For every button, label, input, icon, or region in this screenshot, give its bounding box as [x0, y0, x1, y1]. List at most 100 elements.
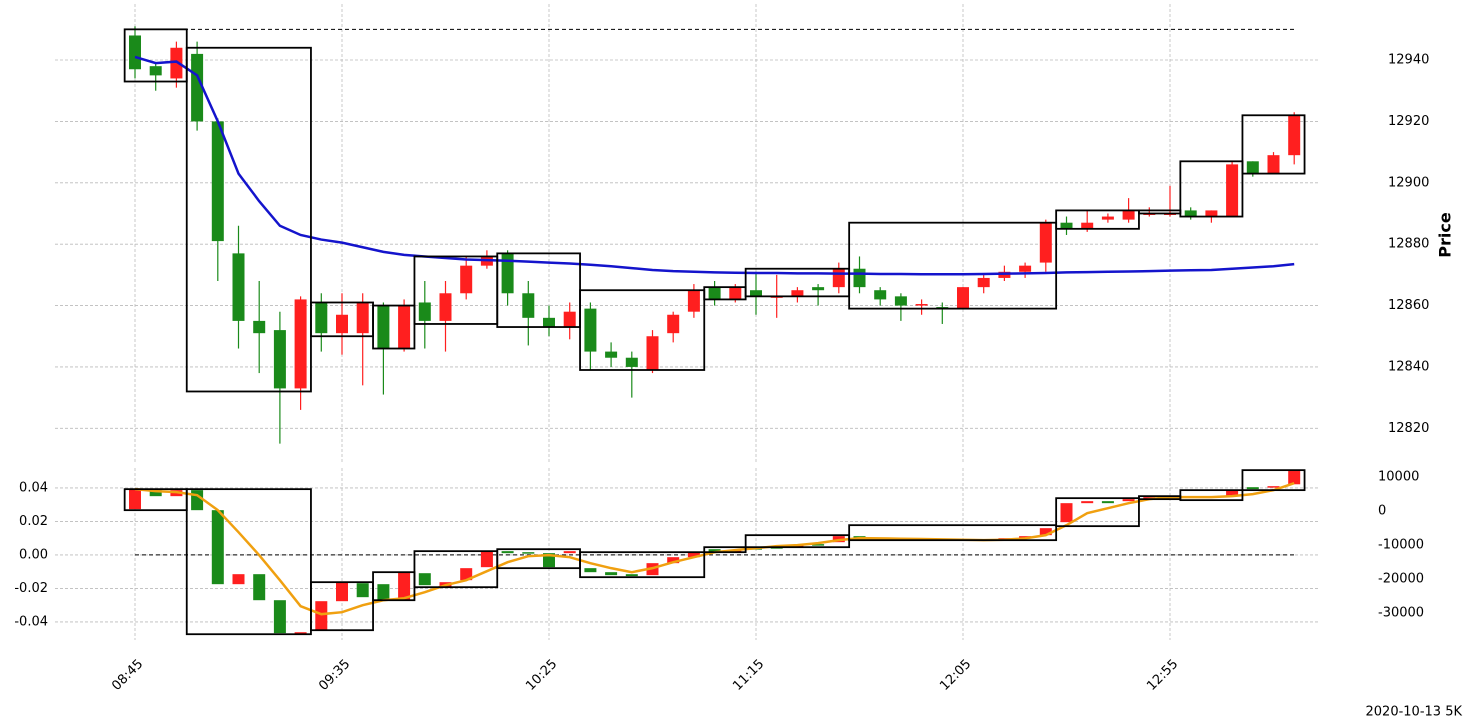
range-box	[1179, 160, 1244, 218]
candle-body	[1267, 486, 1280, 488]
candle-body	[1226, 164, 1239, 217]
candle-body	[294, 299, 307, 389]
candle-body	[1081, 501, 1094, 504]
line-series	[134, 481, 1295, 616]
candle-body	[1288, 115, 1301, 156]
candle-body	[356, 302, 369, 334]
range-box	[1055, 497, 1140, 528]
x-tick-label: 11:15	[730, 657, 767, 694]
y-tick-label: -0.02	[14, 581, 48, 596]
y-axis-label: Price	[1436, 212, 1455, 258]
range-box	[1241, 114, 1306, 175]
candle-body	[129, 489, 141, 510]
range-box	[703, 546, 747, 554]
candle-body	[211, 510, 224, 585]
range-box	[185, 488, 312, 636]
candle-body	[708, 549, 721, 553]
candle-body	[1226, 490, 1239, 497]
candle-body	[687, 290, 700, 312]
candle-body	[894, 296, 907, 306]
y-tick-label: -10000	[1378, 538, 1424, 553]
y-tick-label: -30000	[1378, 606, 1424, 621]
range-box	[579, 551, 706, 579]
y-tick-label: -20000	[1378, 572, 1424, 587]
candle-body	[480, 551, 493, 568]
line-series	[134, 55, 1295, 276]
candle-body	[336, 582, 348, 602]
candle-body	[460, 265, 473, 294]
candle-body	[1039, 222, 1052, 263]
candle-body	[708, 287, 721, 300]
candle-body	[687, 552, 700, 558]
candle-body	[543, 317, 555, 328]
footnote: 2020-10-13 5K	[1366, 705, 1463, 720]
candle-body	[1246, 487, 1259, 490]
candle-body	[1267, 155, 1280, 174]
candle-body	[874, 290, 887, 300]
y-tick-label: 12940	[1388, 53, 1429, 68]
y-tick-label: 0	[1378, 504, 1386, 519]
y-tick-label: 12900	[1388, 175, 1429, 190]
candle-body	[1122, 210, 1135, 220]
candle-body	[253, 320, 266, 334]
candle-body	[398, 305, 411, 349]
candle-body	[170, 47, 183, 79]
candle-body	[191, 53, 204, 122]
candle-body	[1039, 528, 1052, 536]
candle-body	[232, 253, 245, 321]
candle-body	[584, 568, 597, 573]
x-tick-label: 12:05	[937, 657, 974, 694]
candle-body	[605, 572, 618, 576]
candle-body	[812, 287, 825, 291]
candle-body	[129, 35, 141, 70]
candle-body	[853, 268, 866, 288]
candle-body	[273, 330, 286, 389]
range-box	[744, 534, 851, 549]
candle-body	[1101, 216, 1114, 220]
range-box	[310, 581, 374, 632]
candle-body	[625, 357, 638, 367]
candle-body	[832, 268, 845, 288]
candle-body	[336, 314, 348, 334]
range-box	[848, 221, 1058, 310]
candle-body	[501, 253, 514, 294]
range-box	[413, 550, 499, 589]
x-tick-label: 10:25	[523, 657, 560, 694]
candle-body	[625, 574, 638, 577]
y-tick-label: 12840	[1388, 359, 1429, 374]
candle-body	[522, 293, 535, 318]
candle-body	[232, 574, 245, 585]
candle-body	[667, 314, 680, 334]
candle-body	[1060, 503, 1073, 523]
range-box	[185, 46, 312, 393]
candle-body	[398, 572, 411, 601]
candle-body	[418, 302, 431, 321]
candle-body	[812, 544, 825, 546]
candle-body	[460, 568, 473, 581]
y-tick-label: 10000	[1378, 470, 1419, 485]
candle-body	[418, 573, 431, 586]
range-box	[579, 289, 706, 371]
candle-body	[563, 551, 576, 554]
candle-body	[253, 574, 266, 601]
candle-body	[957, 287, 969, 309]
y-tick-label: 0.02	[19, 514, 48, 529]
candle-body	[315, 302, 328, 334]
candle-body	[377, 305, 390, 349]
candle-body	[1288, 471, 1301, 485]
candle-body	[1060, 222, 1073, 229]
candle-body	[356, 583, 369, 598]
y-tick-label: -0.04	[14, 614, 48, 629]
range-box	[372, 304, 416, 350]
candle-body	[315, 601, 328, 631]
candle-body	[211, 121, 224, 242]
y-tick-label: 12920	[1388, 114, 1429, 129]
candle-body	[149, 66, 162, 76]
candle-body	[667, 557, 680, 564]
candle-body	[977, 277, 990, 288]
candle-body	[605, 351, 618, 358]
candle-body	[1101, 501, 1114, 504]
range-box	[1179, 489, 1244, 502]
candle-body	[273, 600, 286, 634]
candle-body	[1205, 210, 1218, 217]
